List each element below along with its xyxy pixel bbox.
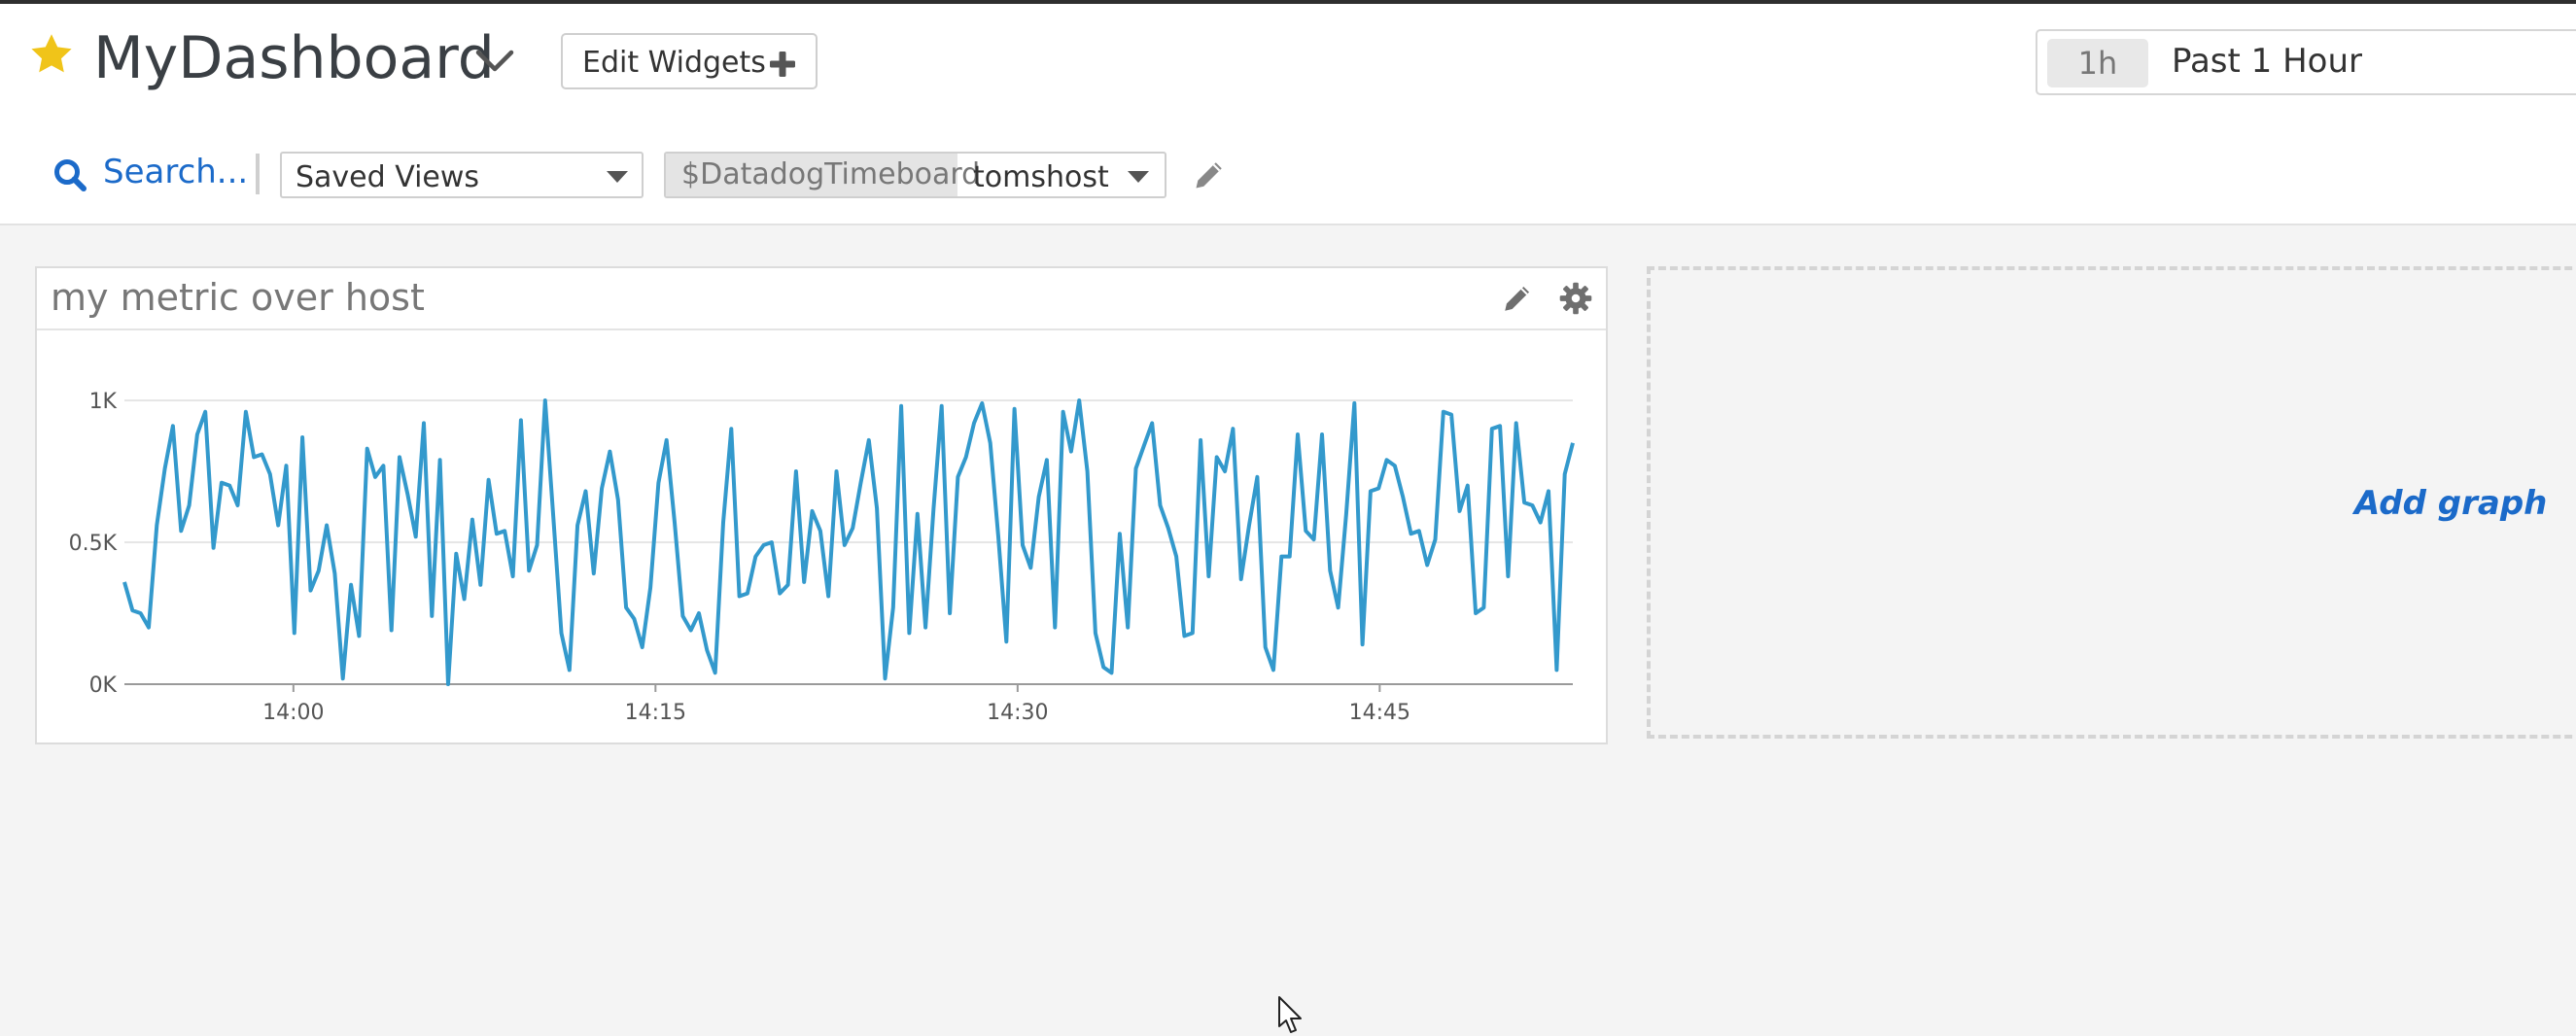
star-icon[interactable] (27, 31, 76, 78)
page-title: MyDashboard (93, 24, 495, 92)
dashboard-header: MyDashboard Edit Widgets 1h Past 1 Hour … (0, 4, 2576, 225)
add-graph-link[interactable]: Add graph (2354, 484, 2548, 523)
y-tick-label: 0.5K (69, 532, 118, 556)
widget-title: my metric over host (51, 276, 425, 319)
timeframe-badge: 1h (2047, 39, 2148, 87)
template-variable-selector[interactable]: $DatadogTimeboard tomshost (664, 152, 1166, 198)
x-tick-label: 14:30 (987, 701, 1048, 725)
widget-header: my metric over host (37, 268, 1606, 330)
search-icon[interactable] (52, 157, 87, 192)
edit-widgets-button[interactable]: Edit Widgets (561, 33, 818, 89)
top-border (0, 0, 2576, 4)
x-tick-label: 14:00 (262, 701, 324, 725)
gear-icon[interactable] (1559, 282, 1592, 315)
template-variable-value: tomshost (973, 160, 1109, 194)
timeseries-widget: my metric over host 0K 0.5K 1K 14:00 14:15 14… (35, 266, 1608, 744)
y-tick-label: 1K (89, 390, 118, 414)
caret-down-icon (607, 171, 628, 183)
plus-icon (770, 52, 795, 77)
toolbar-divider (256, 154, 260, 194)
pencil-icon[interactable] (1192, 157, 1227, 192)
chevron-down-icon[interactable] (474, 47, 515, 76)
add-graph-placeholder[interactable]: Add graph (1647, 266, 2576, 739)
series-line (122, 398, 1575, 686)
x-tick-label: 14:45 (1349, 701, 1410, 725)
timeframe-selector[interactable]: 1h Past 1 Hour (2036, 29, 2576, 95)
y-tick-label: 0K (89, 673, 118, 698)
cursor-icon (1278, 996, 1302, 1033)
caret-down-icon (1128, 171, 1149, 183)
x-tick-label: 14:15 (625, 701, 686, 725)
timeframe-label: Past 1 Hour (2172, 42, 2362, 81)
search-link[interactable]: Search... (103, 153, 249, 191)
edit-widgets-label: Edit Widgets (582, 46, 766, 80)
pencil-icon[interactable] (1501, 282, 1534, 315)
template-variable-name: $DatadogTimeboard (666, 154, 980, 196)
metric-line-chart[interactable]: 0K 0.5K 1K 14:00 14:15 14:30 14:45 (37, 330, 1606, 742)
saved-views-dropdown[interactable]: Saved Views (280, 152, 644, 198)
saved-views-label: Saved Views (296, 160, 480, 194)
